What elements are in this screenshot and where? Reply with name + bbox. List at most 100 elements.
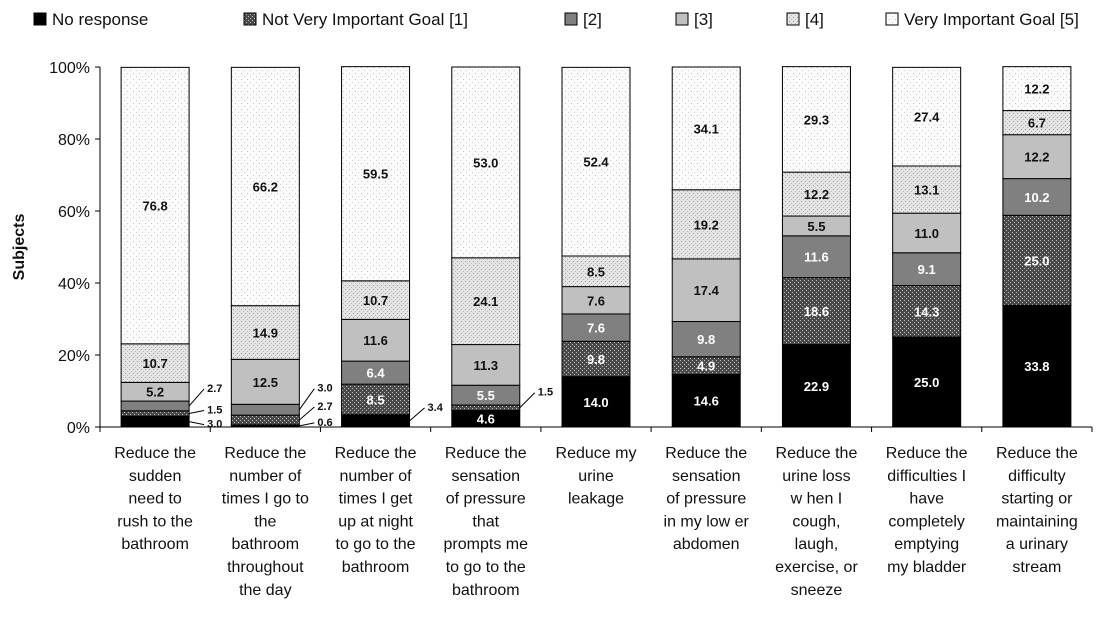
category-label-line: Reduce the <box>335 445 417 462</box>
category-label-line: maintaining <box>996 513 1078 530</box>
category-label-line: bathroom <box>452 582 520 599</box>
legend-swatch <box>886 13 898 25</box>
category-label-line: the day <box>239 582 291 599</box>
category-label-line: sudden <box>129 468 182 485</box>
category-label: Reduce my urine leakage <box>556 445 637 508</box>
y-tick-label: 0% <box>67 420 90 437</box>
data-label: 10.2 <box>1024 190 1049 205</box>
category-label-line: rush to the <box>117 513 193 530</box>
data-label: 1.5 <box>538 387 553 399</box>
data-label: 10.7 <box>142 356 167 371</box>
category-label-line: Reduce the <box>114 445 196 462</box>
category-label-line: my bladder <box>887 559 967 576</box>
data-label: 53.0 <box>473 155 498 170</box>
label-leader-line <box>299 389 314 410</box>
data-label: 2.7 <box>207 383 222 395</box>
category-label-line: Reduce the <box>665 445 747 462</box>
category-label: Reduce the difficulties I have completely em… <box>886 445 968 576</box>
legend-swatch <box>565 13 577 25</box>
y-tick-label: 100% <box>49 60 90 77</box>
category-label-line: to go to the <box>336 536 416 553</box>
category-label-line: Reduce the <box>886 445 968 462</box>
bars: 3.0 1.5 2.7 5.2 10.7 76.8 0.6 2.7 3.0 12.5 14.9 66.… <box>121 67 1071 431</box>
data-label: 4.6 <box>477 412 495 427</box>
bar-segment <box>121 401 189 411</box>
category-label-line: Reduce the <box>445 445 527 462</box>
category-label-line: throughout <box>227 559 304 576</box>
legend-label: No response <box>52 10 148 29</box>
category-label: Reduce the difficulty starting or maintaini… <box>996 445 1078 576</box>
data-label: 6.4 <box>367 366 386 381</box>
category-label: Reduce the number of times I get up at nigh… <box>335 445 417 576</box>
category-label-line: cough, <box>792 513 840 530</box>
data-label: 14.6 <box>694 394 719 409</box>
data-label: 3.0 <box>317 383 332 395</box>
data-label: 8.5 <box>587 264 605 279</box>
category-label-line: laugh, <box>795 536 839 553</box>
category-label-line: the <box>254 513 276 530</box>
category-label-line: need to <box>128 491 181 508</box>
category-label: Reduce the sensation of pressure in my low … <box>664 445 750 553</box>
category-label-line: bathroom <box>121 536 189 553</box>
category-label-line: difficulty <box>1008 468 1066 485</box>
label-leader-line <box>299 423 314 426</box>
data-label: 25.0 <box>1024 253 1049 268</box>
data-label: 14.9 <box>253 326 278 341</box>
category-label-line: number of <box>229 468 302 485</box>
data-label: 18.6 <box>804 304 829 319</box>
category-label-line: have <box>909 491 944 508</box>
data-label: 12.2 <box>804 187 829 202</box>
data-label: 6.7 <box>1028 116 1046 131</box>
category-label-line: of pressure <box>446 491 526 508</box>
legend-label: [4] <box>805 10 824 29</box>
data-label: 29.3 <box>804 112 829 127</box>
y-axis-title: Subjects <box>11 214 28 281</box>
category-label-line: urine <box>578 468 614 485</box>
category-label-line: times I get <box>339 491 413 508</box>
category-label-line: sensation <box>672 468 741 485</box>
data-label: 19.2 <box>694 217 719 232</box>
category-label-line: starting or <box>1001 491 1073 508</box>
data-label: 5.5 <box>477 388 495 403</box>
legend: No response Not Very Important Goal [1] [2… <box>34 10 1079 29</box>
data-label: 11.6 <box>804 250 829 265</box>
data-label: 5.2 <box>146 385 164 400</box>
bar-segment <box>231 404 299 415</box>
data-label: 12.5 <box>253 375 278 390</box>
label-leader-line <box>189 411 204 414</box>
data-label: 3.4 <box>428 402 444 414</box>
data-label: 4.9 <box>697 359 715 374</box>
data-label: 9.8 <box>697 332 715 347</box>
y-axis: 0% 20% 40% 60% 80% 100% Subjects <box>11 60 100 437</box>
label-leader-line <box>189 389 204 406</box>
category-label-line: sneeze <box>791 582 843 599</box>
data-label: 17.4 <box>694 283 720 298</box>
category-label-line: bathroom <box>232 536 300 553</box>
category-label-line: in my low er <box>664 513 750 530</box>
category-label-line: of pressure <box>666 491 746 508</box>
legend-swatch <box>244 13 256 25</box>
data-label: 12.2 <box>1024 82 1049 97</box>
data-label: 11.6 <box>363 333 388 348</box>
data-label: 13.1 <box>914 183 939 198</box>
y-tick-label: 20% <box>58 348 90 365</box>
data-label: 25.0 <box>914 375 939 390</box>
data-label: 33.8 <box>1024 359 1049 374</box>
category-label-line: stream <box>1012 559 1061 576</box>
legend-swatch <box>787 13 799 25</box>
category-label-line: prompts me <box>444 536 529 553</box>
data-label: 5.5 <box>807 219 825 234</box>
data-label: 2.7 <box>317 401 332 413</box>
legend-label: Very Important Goal [5] <box>904 10 1079 29</box>
category-label-line: bathroom <box>342 559 410 576</box>
data-label: 34.1 <box>694 121 719 136</box>
y-tick-label: 40% <box>58 276 90 293</box>
data-label: 11.0 <box>914 226 939 241</box>
legend-swatch <box>676 13 688 25</box>
category-label-line: number of <box>340 468 413 485</box>
category-label-line: Reduce the <box>224 445 306 462</box>
data-label: 24.1 <box>473 294 498 309</box>
category-label-line: exercise, or <box>775 559 858 576</box>
category-label-line: a urinary <box>1006 536 1068 553</box>
